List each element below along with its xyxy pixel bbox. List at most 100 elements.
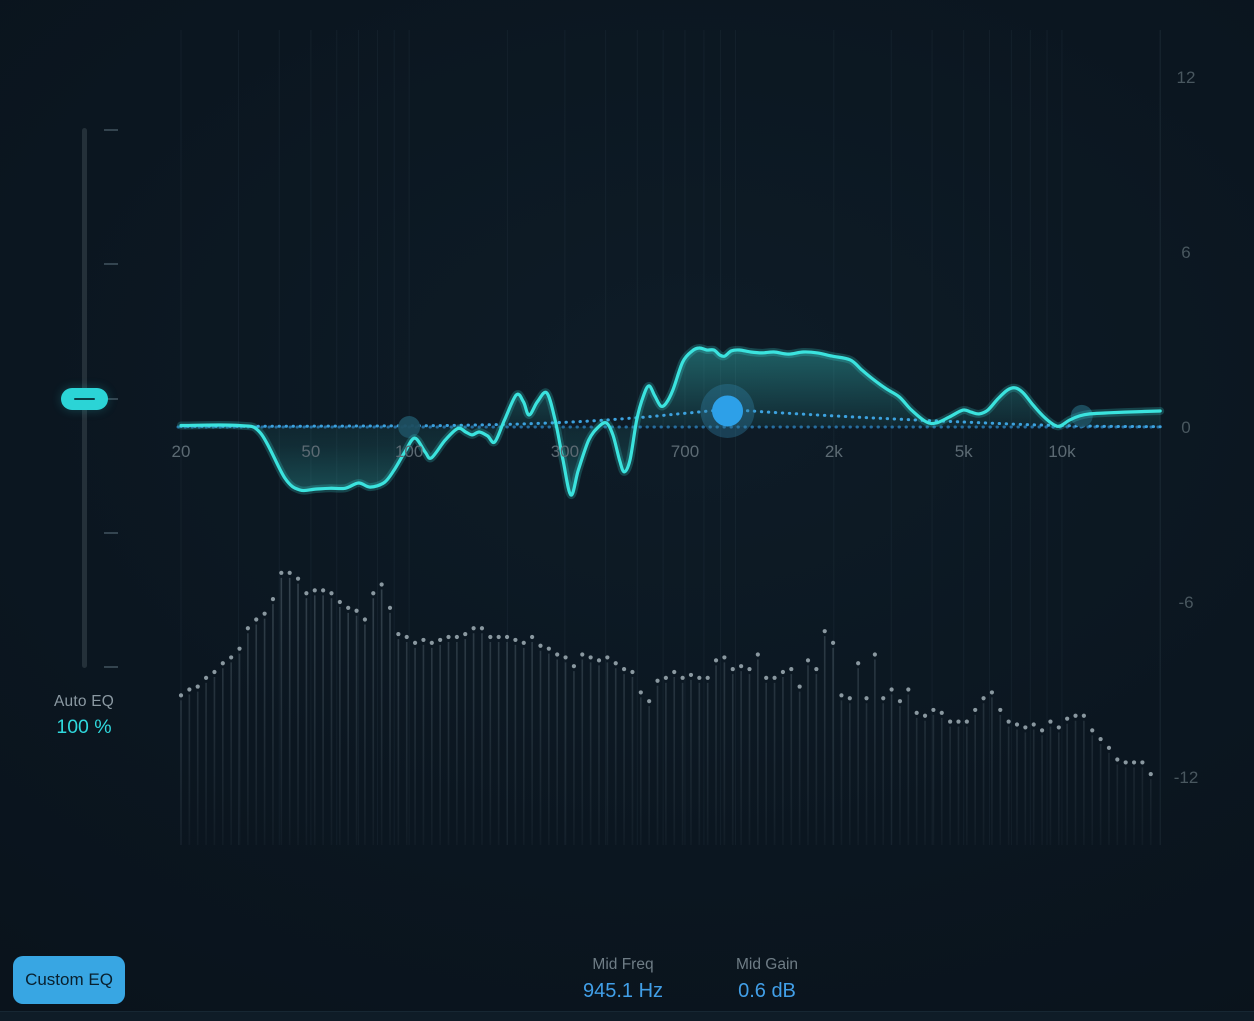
db-axis-labels: 12 6 0 -6 -12 <box>1174 68 1199 787</box>
spectrum-peak-dot <box>647 699 652 704</box>
spectrum-peak-dot <box>1073 713 1078 718</box>
eq-handle-low[interactable] <box>398 416 421 438</box>
spectrum-peak-dot <box>379 582 384 587</box>
slider-tick <box>104 129 118 131</box>
spectrum-peak-dot <box>513 637 518 643</box>
spectrum-peak-dot <box>362 617 368 622</box>
spectrum-peak-dot <box>789 666 794 672</box>
spectrum-peak-dot <box>780 669 786 675</box>
eq-handle-mid[interactable] <box>712 395 744 427</box>
mid-freq-value[interactable]: 945.1 Hz <box>582 980 664 1002</box>
spectrum-peak-dot <box>897 699 903 704</box>
spectrum-peak-dot <box>655 678 660 683</box>
spectrum-peak-dot <box>262 611 267 616</box>
spectrum-peak-dot <box>1106 745 1112 750</box>
slider-tick <box>104 263 118 265</box>
spectrum-peak-dot <box>245 626 250 631</box>
spectrum-peak-dot <box>1006 719 1011 724</box>
freq-tick-label: 300 <box>551 442 579 461</box>
spectrum-peak-dot <box>404 634 409 640</box>
spectrum-peak-dot <box>922 713 928 718</box>
auto-eq-slider-thumb[interactable] <box>61 388 108 410</box>
spectrum-peak-dot <box>705 675 710 680</box>
spectrum-peak-dot <box>680 675 685 680</box>
spectrum-peak-dot <box>555 652 560 657</box>
spectrum-peak-dot <box>1140 760 1145 765</box>
custom-eq-button[interactable]: Custom EQ <box>13 956 125 1004</box>
spectrum-peak-dot <box>287 570 292 575</box>
freq-tick-label: 2k <box>825 442 843 461</box>
spectrum-peak-dot <box>580 652 585 657</box>
spectrum-peak-dot <box>496 634 501 640</box>
spectrum-peak-dot <box>1056 725 1061 730</box>
spectrum-peak-dot <box>312 588 317 593</box>
spectrum-peak-dot <box>438 637 443 643</box>
spectrum-peak-dot <box>596 658 602 663</box>
spectrum-peak-dot <box>822 629 827 634</box>
spectrum-peak-dot <box>989 690 995 695</box>
spectrum-peak-dot <box>881 696 886 701</box>
spectrum-peak-dot <box>1065 716 1070 721</box>
spectrum-peak-dot <box>504 634 510 640</box>
freq-tick-label: 100 <box>395 442 423 461</box>
spectrum-peak-dot <box>270 596 276 602</box>
spectrum-peak-dot <box>931 707 936 713</box>
spectrum-peak-dot <box>948 719 953 724</box>
spectrum-peak-dot <box>914 710 919 715</box>
spectrum-peak-dot <box>688 672 694 678</box>
spectrum-peak-dot <box>387 605 393 610</box>
spectrum-peak-dot <box>772 675 777 680</box>
db-tick-label: -12 <box>1174 768 1199 787</box>
spectrum-peak-dot <box>805 658 811 663</box>
spectrum-peak-dot <box>279 570 284 575</box>
spectrum-peak-dot <box>588 655 593 660</box>
spectrum-peak-dot <box>178 693 184 698</box>
spectrum-peak-dot <box>538 643 543 648</box>
spectrum-peak-dot <box>973 707 978 713</box>
frequency-axis-labels: 20 50 100 300 700 2k 5k 10k <box>172 442 1077 461</box>
spectrum-peak-dot <box>956 719 961 724</box>
spectrum-peak-dot <box>354 608 359 613</box>
db-tick-label: -6 <box>1178 593 1193 612</box>
spectrum-peak-dot <box>755 652 760 657</box>
spectrum-peak-dot <box>463 631 468 637</box>
spectrum-peak-dot <box>739 664 744 669</box>
freq-tick-label: 20 <box>172 442 191 461</box>
db-tick-label: 12 <box>1177 68 1196 87</box>
spectrum-peak-dot <box>764 675 769 680</box>
freq-tick-label: 50 <box>301 442 320 461</box>
db-tick-label: 6 <box>1181 243 1190 262</box>
spectrum-peak-dot <box>563 655 568 660</box>
spectrum-peak-dot <box>237 646 242 651</box>
mid-freq-readout: Mid Freq 945.1 Hz <box>543 956 703 1003</box>
mid-gain-value[interactable]: 0.6 dB <box>738 980 796 1002</box>
spectrum-peak-dot <box>346 605 351 610</box>
spectrum-peak-dot <box>981 696 986 701</box>
mid-freq-label: Mid Freq <box>592 956 654 973</box>
spectrum-peak-dot <box>872 652 877 657</box>
spectrum-peak-dot <box>1081 713 1086 718</box>
spectrum-peak-dot <box>830 640 836 645</box>
spectrum-peak-dot <box>337 599 342 605</box>
slider-tick <box>104 532 118 534</box>
spectrum-peak-dot <box>747 666 752 672</box>
spectrum-peak-dot <box>964 719 969 724</box>
spectrum-peak-dot <box>195 684 200 689</box>
spectrum-peak-dot <box>847 696 852 701</box>
spectrum-peak-dot <box>1115 757 1120 762</box>
slider-tick <box>104 666 118 668</box>
spectrum-peak-dot <box>630 669 635 675</box>
auto-eq-value[interactable]: 100 % <box>56 716 112 738</box>
spectrum-peak-dot <box>797 684 802 689</box>
spectrum-peak-dot <box>864 696 869 701</box>
spectrum-peak-dot <box>1148 771 1153 777</box>
frequency-gridlines <box>180 30 1161 845</box>
spectrum-peak-dot <box>713 658 719 663</box>
spectrum-peak-dot <box>571 664 577 669</box>
spectrum-peak-dot <box>488 634 493 640</box>
spectrum-peak-dot <box>546 646 551 651</box>
spectrum-peak-dot <box>454 634 459 640</box>
spectrum-peak-dot <box>998 707 1003 713</box>
spectrum-peak-dot <box>212 669 217 675</box>
